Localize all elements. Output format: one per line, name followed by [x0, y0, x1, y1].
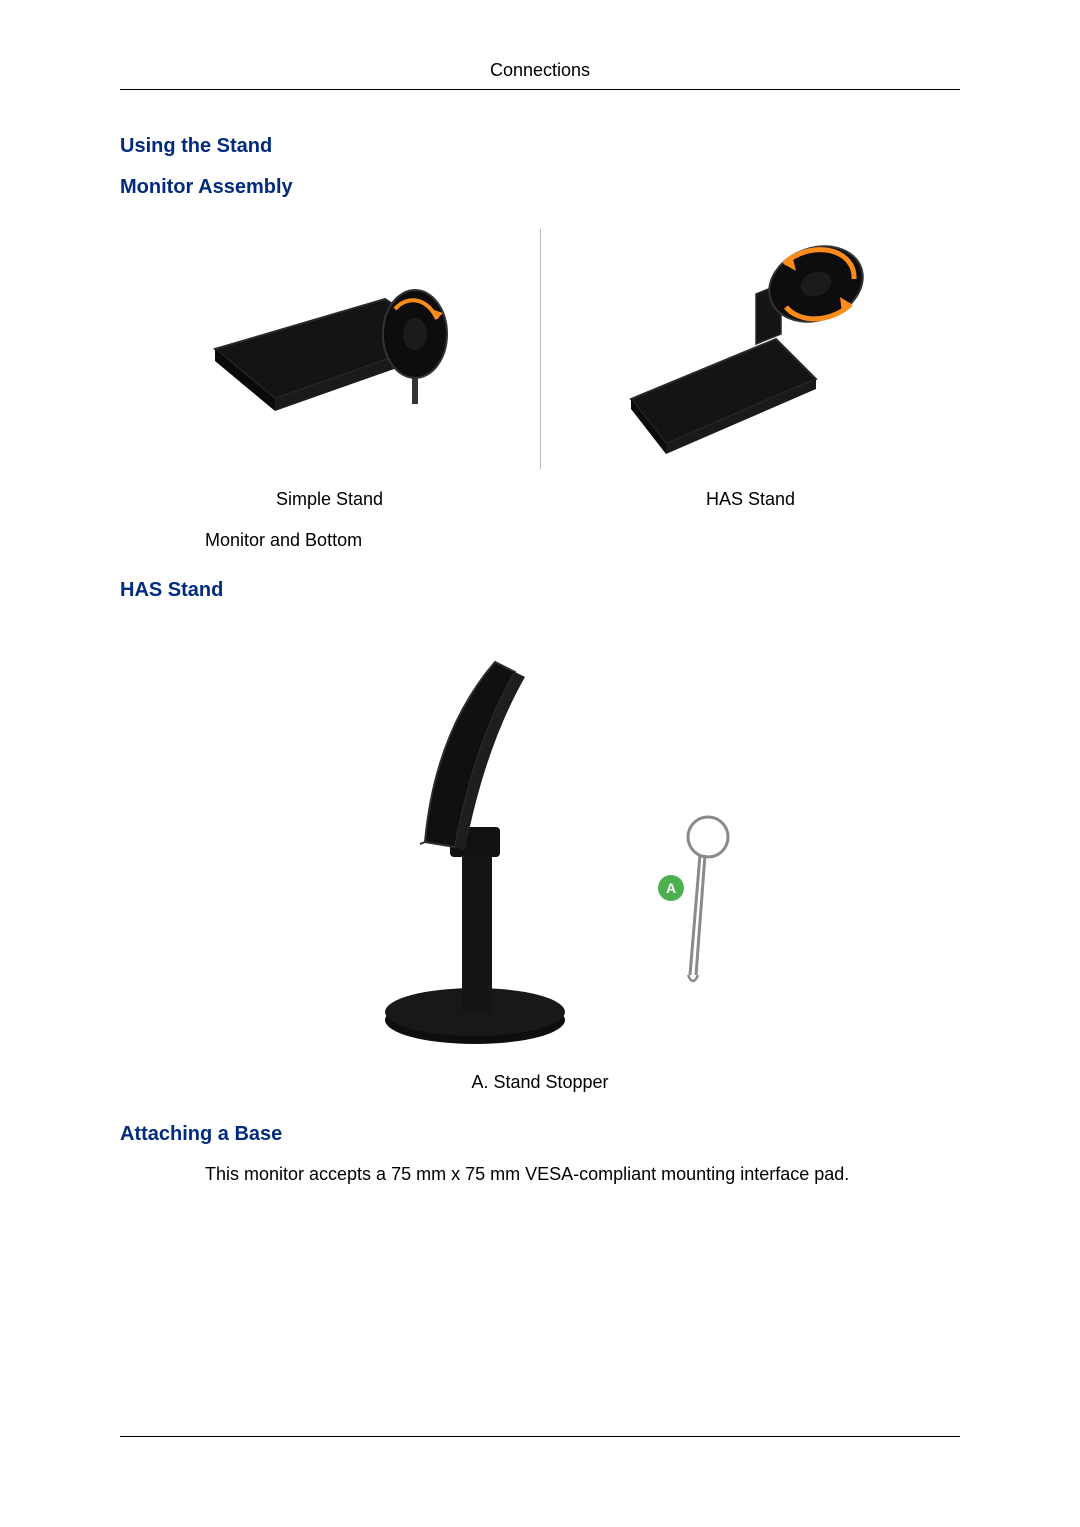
- heading-monitor-assembly: Monitor Assembly: [120, 176, 960, 199]
- attaching-base-body: This monitor accepts a 75 mm x 75 mm VES…: [205, 1164, 960, 1185]
- caption-has-stand-assembly: HAS Stand: [706, 489, 795, 510]
- assembly-figure-row: Simple Stand: [120, 229, 960, 510]
- heading-attaching-base: Attaching a Base: [120, 1123, 960, 1146]
- heading-has-stand: HAS Stand: [120, 579, 960, 602]
- figure-simple-stand: Simple Stand: [160, 229, 500, 510]
- stand-stopper-callout: A: [650, 807, 740, 997]
- has-stand-assembly-illustration: [606, 229, 896, 469]
- figure-has-stand-assembly: HAS Stand: [581, 229, 921, 510]
- caption-stand-stopper: A. Stand Stopper: [120, 1072, 960, 1093]
- badge-a-icon: A: [658, 875, 684, 901]
- has-stand-figure-row: A: [120, 632, 960, 1052]
- figure-divider: [540, 229, 541, 469]
- monitor-assembly-note: Monitor and Bottom: [205, 530, 960, 551]
- heading-using-stand: Using the Stand: [120, 135, 960, 158]
- has-stand-side-illustration: [340, 632, 600, 1052]
- simple-stand-illustration: [185, 229, 475, 469]
- footer-rule: [120, 1436, 960, 1437]
- caption-simple-stand: Simple Stand: [276, 489, 383, 510]
- page-header-title: Connections: [120, 60, 960, 90]
